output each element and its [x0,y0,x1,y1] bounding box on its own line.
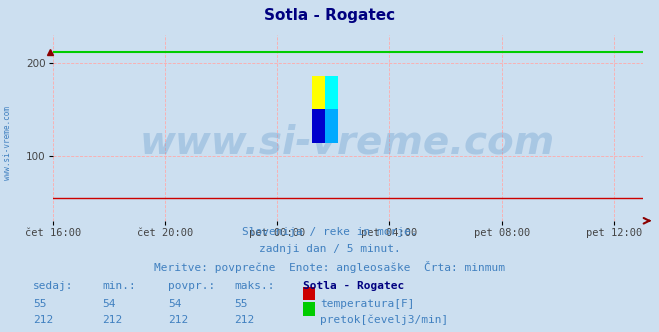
FancyBboxPatch shape [325,76,338,109]
Text: Sotla - Rogatec: Sotla - Rogatec [264,8,395,23]
Text: 55: 55 [33,299,46,309]
Text: www.si-vreme.com: www.si-vreme.com [3,106,13,180]
Text: 212: 212 [33,315,53,325]
Text: 54: 54 [168,299,181,309]
Text: zadnji dan / 5 minut.: zadnji dan / 5 minut. [258,244,401,254]
FancyBboxPatch shape [325,109,338,143]
Text: sedaj:: sedaj: [33,281,73,290]
FancyBboxPatch shape [312,76,325,109]
Text: 212: 212 [168,315,188,325]
Text: 212: 212 [234,315,254,325]
Text: www.si-vreme.com: www.si-vreme.com [140,124,556,162]
Text: Slovenija / reke in morje.: Slovenija / reke in morje. [242,227,417,237]
Text: temperatura[F]: temperatura[F] [320,299,415,309]
Text: Sotla - Rogatec: Sotla - Rogatec [303,281,405,290]
Text: min.:: min.: [102,281,136,290]
FancyBboxPatch shape [312,109,325,143]
Text: Meritve: povprečne  Enote: angleosaške  Črta: minmum: Meritve: povprečne Enote: angleosaške Čr… [154,261,505,273]
Text: 54: 54 [102,299,115,309]
Text: povpr.:: povpr.: [168,281,215,290]
Text: 212: 212 [102,315,123,325]
Text: pretok[čevelj3/min]: pretok[čevelj3/min] [320,315,449,325]
Text: 55: 55 [234,299,247,309]
Text: maks.:: maks.: [234,281,274,290]
